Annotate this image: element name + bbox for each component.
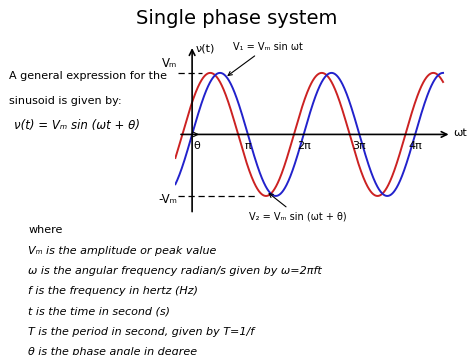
Text: Single phase system: Single phase system <box>137 9 337 28</box>
Text: 3π: 3π <box>353 141 366 151</box>
Text: V₁ = Vₘ sin ωt: V₁ = Vₘ sin ωt <box>228 42 302 76</box>
Text: where: where <box>28 225 63 235</box>
Text: f is the frequency in hertz (Hz): f is the frequency in hertz (Hz) <box>28 286 199 296</box>
Text: π: π <box>245 141 251 151</box>
Text: ν(t): ν(t) <box>195 43 215 53</box>
Text: A general expression for the: A general expression for the <box>9 71 167 81</box>
Text: -Vₘ: -Vₘ <box>158 193 177 207</box>
Text: 2π: 2π <box>297 141 310 151</box>
Text: 4π: 4π <box>408 141 422 151</box>
Text: ν(t) = Vₘ sin (ωt + θ): ν(t) = Vₘ sin (ωt + θ) <box>14 119 140 132</box>
Text: sinusoid is given by:: sinusoid is given by: <box>9 96 122 106</box>
Text: ωt: ωt <box>453 127 467 138</box>
Text: θ: θ <box>193 141 201 151</box>
Text: t is the time in second (s): t is the time in second (s) <box>28 306 171 316</box>
Text: ω is the angular frequency radian/s given by ω=2πft: ω is the angular frequency radian/s give… <box>28 266 322 276</box>
Text: T is the period in second, given by T=1/f: T is the period in second, given by T=1/… <box>28 327 255 337</box>
Text: Vₘ: Vₘ <box>162 58 177 70</box>
Text: θ is the phase angle in degree: θ is the phase angle in degree <box>28 347 198 355</box>
Text: Vₘ is the amplitude or peak value: Vₘ is the amplitude or peak value <box>28 246 217 256</box>
Text: V₂ = Vₘ sin (ωt + θ): V₂ = Vₘ sin (ωt + θ) <box>249 193 347 222</box>
